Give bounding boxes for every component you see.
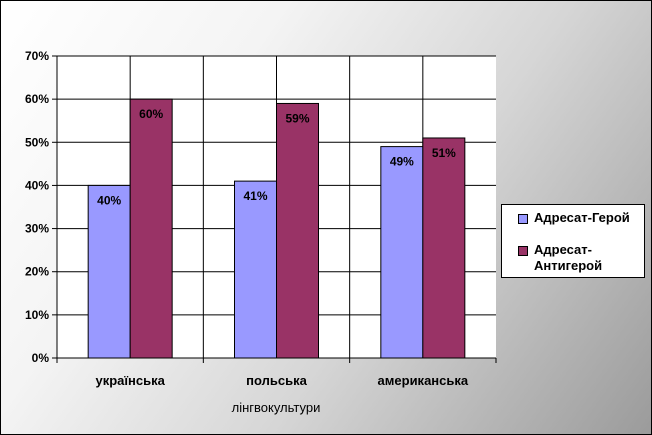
- x-tick-label: польська: [246, 373, 307, 388]
- legend-label-hero: Адресат-Герой: [534, 210, 630, 225]
- bar-antihero: [129, 98, 173, 359]
- data-label: 49%: [390, 155, 414, 169]
- legend-label-antihero: Адресат- Антигерой: [534, 242, 603, 273]
- y-tick-label: 70%: [25, 49, 49, 63]
- bar-hero: [380, 146, 424, 359]
- x-tick-label: українська: [95, 373, 165, 388]
- y-tick-label: 0%: [32, 351, 50, 365]
- axes: [52, 55, 497, 363]
- bars: [87, 98, 466, 359]
- bar-hero: [234, 180, 277, 359]
- labels: 0% 10% 20% 30% 40% 50% 60% 70% 40% 60% українська 4…: [25, 49, 469, 388]
- legend-swatch-antihero: [518, 246, 528, 256]
- legend-item-antihero: Адресат- Антигерой: [518, 242, 602, 274]
- y-tick-label: 40%: [25, 178, 49, 192]
- legend-item-hero: Адресат-Герой: [518, 210, 630, 226]
- data-label: 59%: [285, 111, 309, 125]
- data-label: 51%: [432, 146, 456, 160]
- y-tick-label: 30%: [25, 222, 49, 236]
- x-axis-title: лінгвокультури: [232, 400, 321, 415]
- x-tick-label: американська: [378, 373, 469, 388]
- bar-hero: [87, 184, 131, 359]
- data-label: 41%: [243, 189, 267, 203]
- bar-antihero: [422, 137, 466, 359]
- bar-antihero: [276, 102, 319, 359]
- y-tick-label: 50%: [25, 135, 49, 149]
- legend-swatch-hero: [518, 214, 528, 224]
- y-tick-label: 10%: [25, 308, 49, 322]
- y-tick-label: 20%: [25, 265, 49, 279]
- data-label: 60%: [139, 107, 163, 121]
- y-tick-label: 60%: [25, 92, 49, 106]
- legend: Адресат-Герой Адресат- Антигерой: [501, 204, 645, 278]
- data-label: 40%: [97, 193, 121, 207]
